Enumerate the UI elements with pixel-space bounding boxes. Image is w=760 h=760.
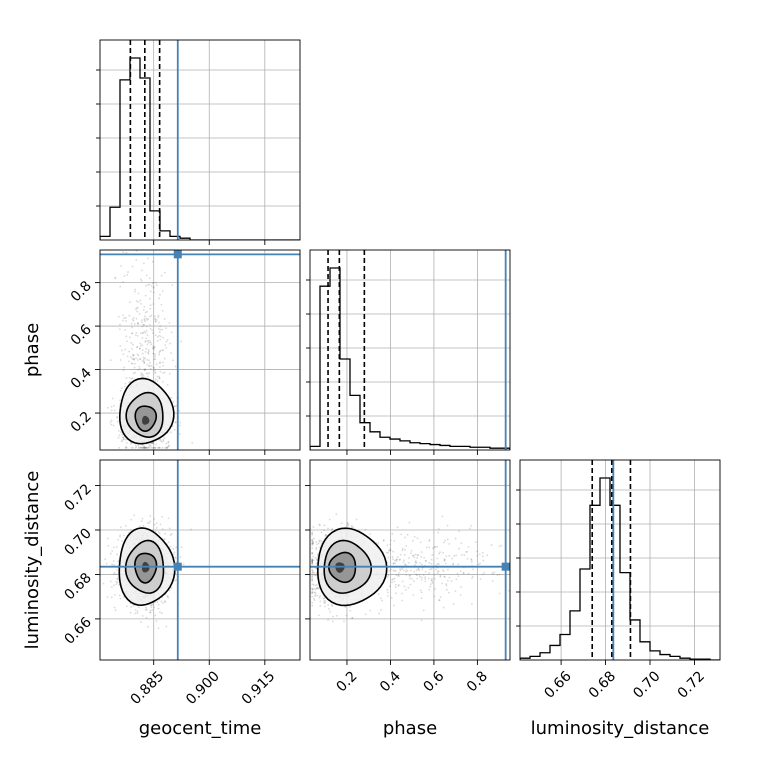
ylabel-phase: phase (22, 323, 43, 377)
y-tick-label-phase: 0.4 (68, 365, 95, 392)
ylabel-luminosity-distance: luminosity_distance (22, 471, 43, 650)
axes-frame (99, 39, 301, 241)
y-tick-label-phase: 0.8 (68, 278, 95, 305)
x-tick-label-luminosity-distance: 0.70 (630, 668, 663, 701)
x-tick-label-luminosity-distance: 0.66 (541, 668, 574, 701)
truth-marker (173, 562, 182, 571)
panel-hist-luminosity-distance: 0.66 0.68 0.70 0.72 (516, 459, 721, 702)
hist-plot-area (310, 250, 510, 450)
density-contour-4 (142, 415, 150, 425)
hist-plot-area (100, 40, 300, 240)
axes-frame (99, 459, 301, 661)
x-tick-label-geocent-time: 0.915 (239, 668, 279, 708)
xlabel-phase: phase (383, 718, 437, 739)
x-tick-label-luminosity-distance: 0.72 (675, 668, 708, 701)
panel-luminosity-distance-vs-geocent-time: 0.885 0.900 0.915 0.66 0.68 0.70 0.72 (61, 459, 301, 708)
hist-plot-area (520, 460, 720, 660)
x-tick-label-geocent-time: 0.900 (183, 668, 223, 708)
scatter-plot-area (100, 250, 300, 450)
density-contour-4 (335, 562, 345, 573)
x-tick-label-geocent-time: 0.885 (128, 668, 168, 708)
x-tick-label-phase: 0.8 (464, 668, 491, 695)
x-tick-label-phase: 0.2 (334, 668, 361, 695)
axes-frame (519, 459, 721, 661)
y-tick-label-luminosity-distance: 0.72 (61, 481, 94, 514)
scatter-plot-area (310, 460, 510, 660)
histogram-luminosity-distance (520, 477, 720, 660)
truth-marker (173, 250, 182, 259)
histogram-geocent-time (100, 57, 300, 240)
y-tick-label-phase: 0.6 (68, 322, 95, 349)
panel-hist-geocent-time (96, 39, 301, 245)
axes-frame (309, 459, 511, 661)
axes-frame (99, 249, 301, 451)
y-tick-label-luminosity-distance: 0.70 (61, 526, 94, 559)
xlabel-luminosity-distance: luminosity_distance (531, 718, 710, 739)
xlabel-geocent-time: geocent_time (139, 718, 262, 739)
axes-frame (309, 249, 511, 451)
y-tick-label-phase: 0.2 (68, 409, 95, 436)
x-tick-label-phase: 0.6 (420, 668, 447, 695)
truth-marker (501, 562, 510, 571)
scatter-plot-area (100, 460, 300, 660)
panel-luminosity-distance-vs-phase: 0.2 0.4 0.6 0.8 (305, 459, 511, 695)
x-tick-label-luminosity-distance: 0.68 (586, 668, 619, 701)
panel-hist-phase (306, 249, 511, 455)
y-tick-label-luminosity-distance: 0.68 (61, 570, 94, 603)
y-tick-label-luminosity-distance: 0.66 (61, 614, 94, 647)
x-tick-label-phase: 0.4 (377, 668, 404, 695)
